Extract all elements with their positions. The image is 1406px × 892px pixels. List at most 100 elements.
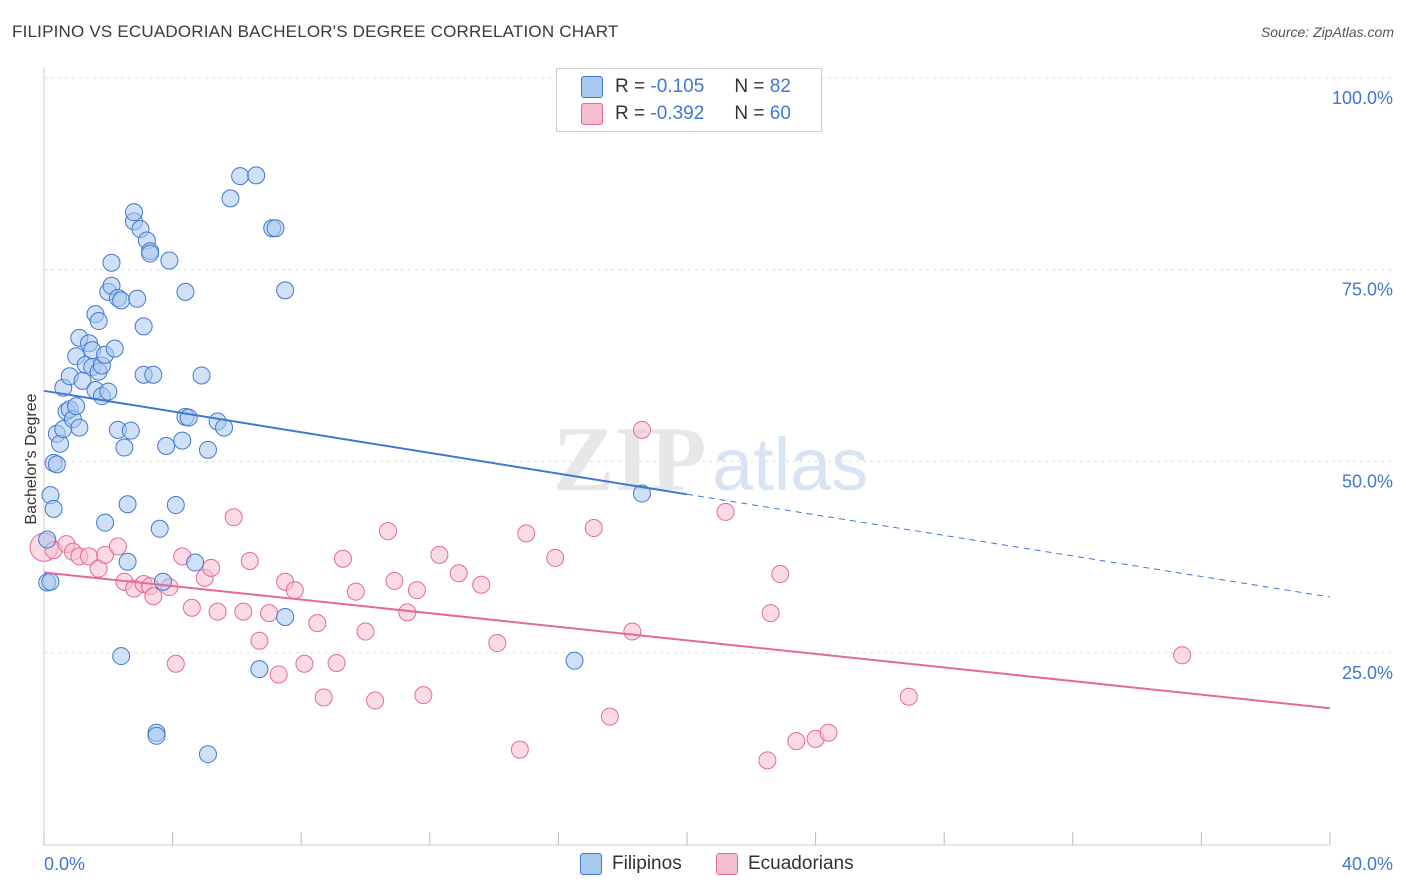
watermark-atlas: atlas [712,423,868,506]
data-point [356,622,375,641]
ecuadorians-legend-label: Ecuadorians [748,853,854,874]
data-point [379,522,398,541]
data-point [295,654,314,673]
data-point [488,634,507,653]
data-point [584,519,603,538]
data-point [250,660,269,679]
data-point [517,524,536,543]
data-point [147,726,166,745]
data-point [285,581,304,600]
data-point [105,339,124,358]
data-point [96,513,115,532]
data-point [47,455,66,474]
data-point [385,571,404,590]
data-point [157,437,176,455]
data-point [269,665,288,684]
data-point [266,219,285,238]
data-point [89,312,108,331]
data-point [166,496,185,515]
data-point [231,167,250,186]
data-point [758,751,777,770]
data-point [166,654,185,673]
data-point [128,289,147,308]
data-point [276,607,295,626]
r-label: R = [615,76,646,97]
data-point [176,282,195,301]
data-point [449,564,468,583]
source-label: Source: ZipAtlas.com [1260,24,1394,40]
data-point [224,508,243,527]
n-label: N = [734,103,765,124]
ecuadorians-trend-line [43,571,1331,710]
legend-row-ecuadorians: R = -0.392 N = 60 [581,101,791,127]
filipinos-legend-swatch [580,853,602,875]
data-point [125,203,144,222]
data-point [118,552,137,571]
data-point [179,408,198,427]
n-value: 82 [769,76,791,97]
data-point [623,622,642,641]
data-point [771,565,790,584]
data-point [899,687,918,706]
x-tick-label: 0.0% [44,854,85,874]
r-value: -0.392 [650,103,705,124]
data-point [67,397,86,416]
data-point [565,651,584,670]
data-point [260,604,279,623]
data-point [787,732,806,751]
chart-title: FILIPINO VS ECUADORIAN BACHELOR'S DEGREE… [12,22,619,41]
filipinos-legend-label: Filipinos [612,853,682,874]
data-point [182,598,201,617]
data-point [346,582,365,601]
data-point [407,581,426,600]
data-point [202,558,221,577]
y-tick-label: 25.0% [1342,663,1393,683]
ecuadorians-swatch [581,103,603,125]
axes [43,68,1331,846]
data-point [234,602,253,621]
data-point [198,440,217,459]
data-point [160,251,179,270]
data-point [141,244,160,263]
data-point [134,317,153,336]
data-point [472,575,491,594]
data-point [115,438,134,457]
n-label: N = [734,76,765,97]
data-point [430,545,449,564]
data-point [192,366,211,385]
data-point [819,723,838,742]
data-point [144,365,163,384]
legend-item-filipinos: Filipinos [580,852,682,876]
r-value: -0.105 [650,76,705,97]
watermark: ZIP atlas [553,408,868,510]
data-point [414,686,433,705]
data-point [51,434,70,453]
data-point [221,189,240,208]
y-tick-label: 75.0% [1342,280,1393,300]
data-point [112,647,131,666]
data-point [600,707,619,726]
data-point [314,688,333,707]
data-point [276,281,295,300]
n-value: 60 [769,103,791,124]
data-point [333,549,352,568]
data-point [41,572,60,591]
data-point [70,418,89,437]
data-point [144,587,163,606]
data-point [250,631,269,650]
r-label: R = [615,103,646,124]
data-point [510,740,529,759]
data-point [308,614,327,633]
data-point [96,545,115,564]
filipinos-trend-extension [686,493,1331,598]
data-point [327,653,346,672]
data-point [173,431,192,450]
data-point [632,484,651,503]
trend-lines [43,389,1331,710]
data-point [108,537,127,556]
data-point [186,553,205,572]
data-point [546,548,565,567]
data-point [153,572,172,591]
x-tick-label: 40.0% [1342,854,1393,874]
